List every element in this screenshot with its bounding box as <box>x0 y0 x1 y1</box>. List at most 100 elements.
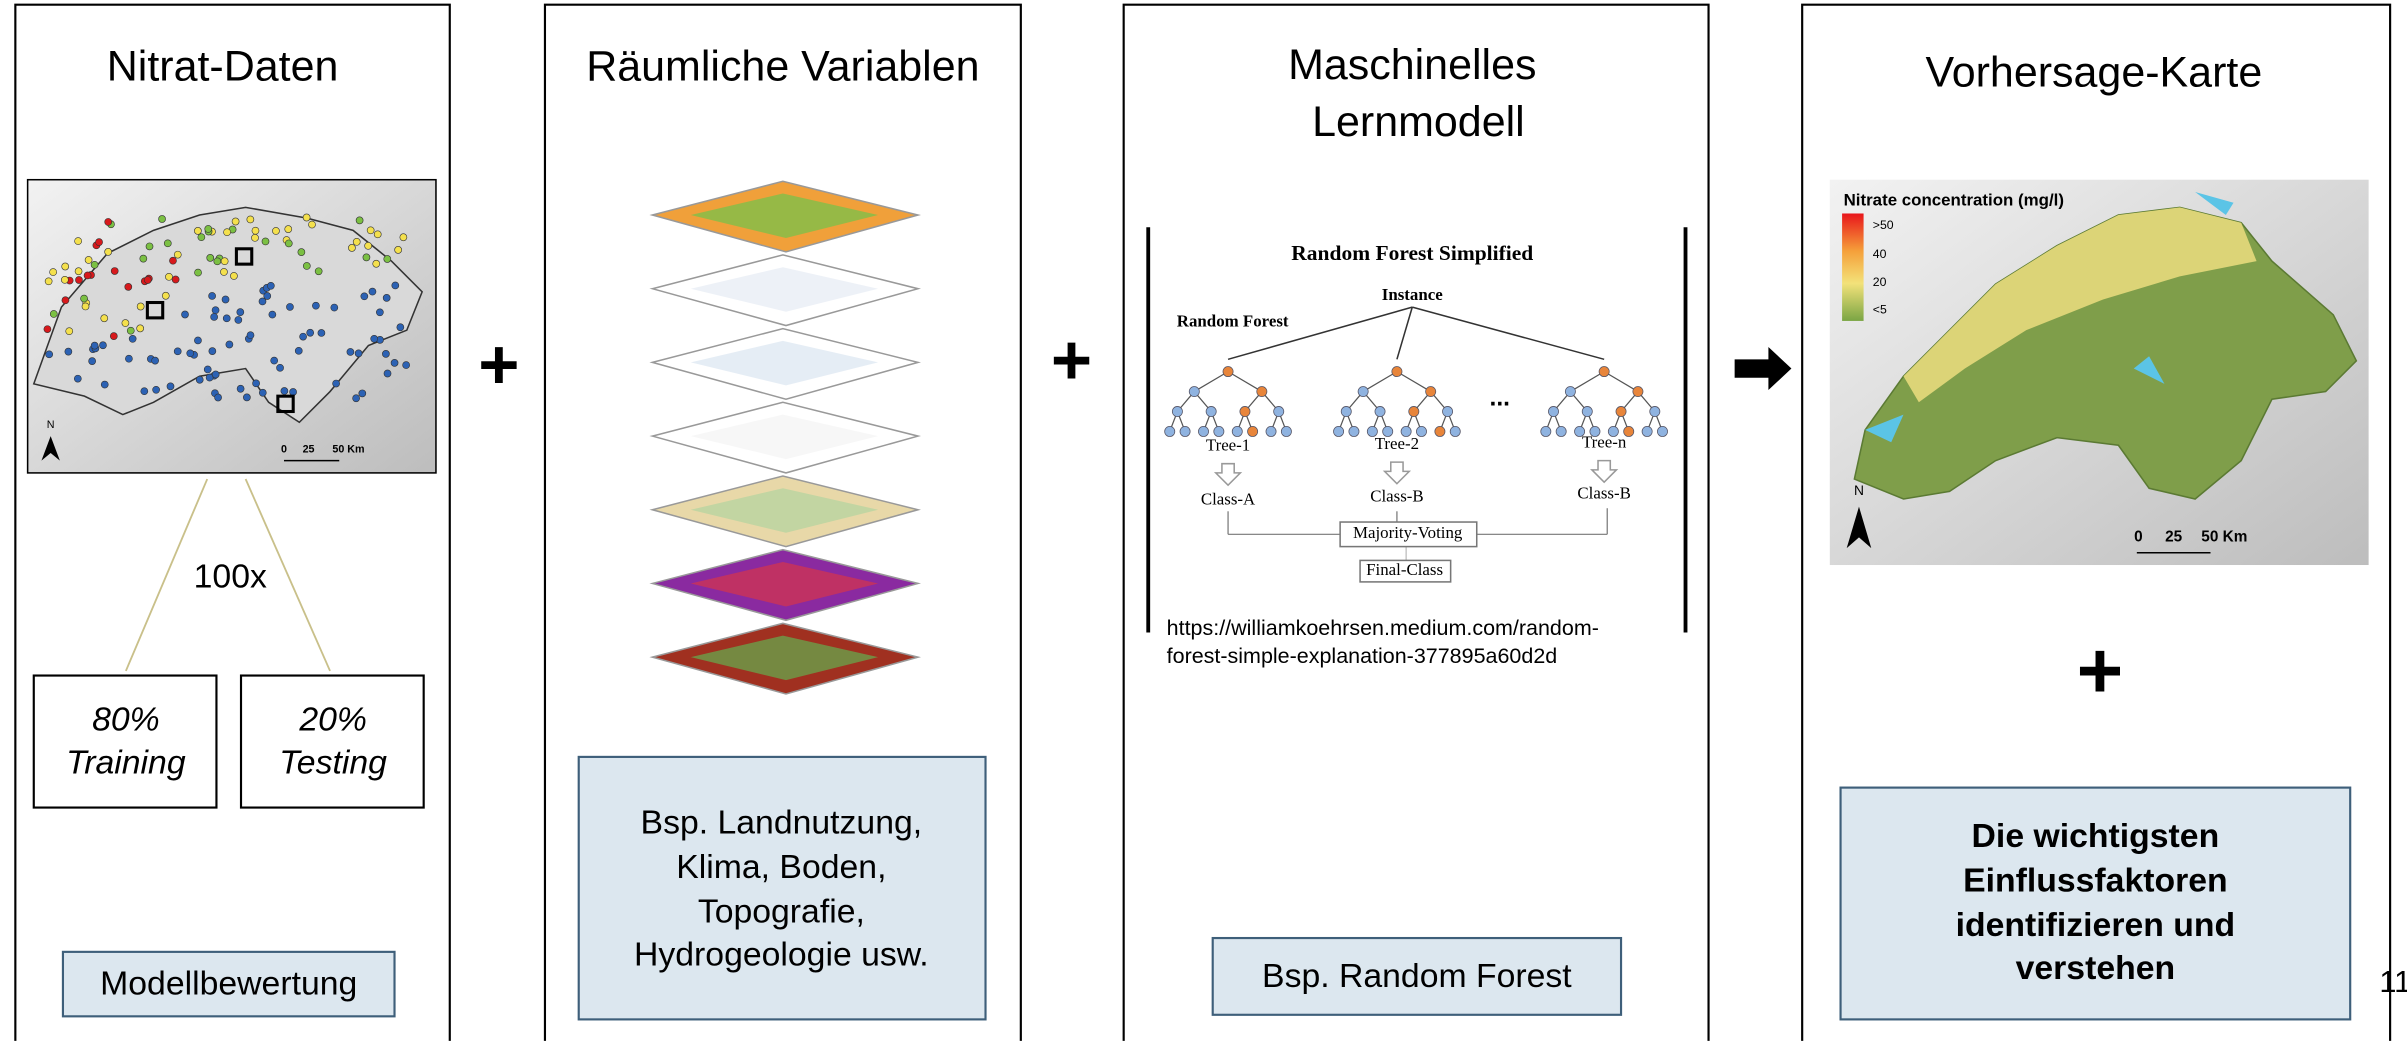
page-number: 11 <box>2379 964 2407 999</box>
tree-node <box>1442 406 1454 417</box>
tree-node <box>1198 426 1209 437</box>
sample-point <box>220 268 228 276</box>
sample-point <box>151 356 159 365</box>
sample-point <box>368 287 377 296</box>
footer-text: verstehen <box>2016 949 2176 987</box>
sample-point <box>354 349 363 358</box>
footer-text: Bsp. Random Forest <box>1262 957 1572 995</box>
split-line <box>125 478 209 672</box>
sample-point <box>208 347 217 355</box>
split-label: Testing <box>279 743 387 781</box>
sample-point <box>74 267 83 276</box>
sample-point <box>195 375 204 384</box>
split-percent: 20% <box>298 701 367 739</box>
tree-node <box>1247 426 1259 437</box>
tree-node <box>1348 426 1360 437</box>
sample-point <box>95 238 103 246</box>
sample-point <box>81 302 90 311</box>
split-label: Training <box>66 743 186 781</box>
tree-edge <box>1227 306 1413 361</box>
sample-point <box>181 310 189 319</box>
tree-node <box>1548 406 1559 417</box>
sample-point <box>302 213 311 222</box>
down-arrow <box>1382 461 1412 485</box>
map-layer-inner <box>690 340 879 386</box>
sample-point <box>43 325 52 333</box>
sample-point <box>99 341 107 350</box>
tree-node <box>1391 366 1403 378</box>
diagram-label: Random Forest <box>1177 311 1289 330</box>
tree-node <box>1280 426 1292 437</box>
repeat-label: 100x <box>194 558 267 596</box>
sample-point <box>74 237 82 245</box>
panel-title: Maschinelles <box>1288 41 1536 89</box>
tree-node <box>1239 406 1251 417</box>
sample-point <box>104 218 113 226</box>
sample-map <box>26 178 437 474</box>
tree-node <box>1408 406 1420 417</box>
sample-point <box>352 238 361 246</box>
sample-point <box>373 230 382 239</box>
map-layer-inner <box>690 414 879 460</box>
sample-point <box>61 262 70 271</box>
sample-point <box>372 259 381 268</box>
tree-node <box>1555 426 1567 437</box>
tree-node <box>1607 426 1619 437</box>
tree-name: Tree-2 <box>1375 434 1419 453</box>
tree-edge <box>1193 371 1229 393</box>
source-link: forest-simple-explanation-377895a60d2d <box>1167 644 1558 668</box>
tree-node <box>1357 386 1369 398</box>
sample-point <box>136 324 145 333</box>
plus-sign: + <box>1051 320 1092 399</box>
sample-point <box>90 260 99 269</box>
sample-point <box>210 313 218 321</box>
sample-point <box>362 253 371 262</box>
tree-node <box>1581 406 1593 417</box>
sample-point <box>289 388 297 396</box>
sample-point <box>203 365 212 374</box>
sample-point <box>139 254 148 263</box>
sample-point <box>197 233 206 242</box>
north-label: N <box>47 419 55 431</box>
panel-title: Räumliche Variablen <box>586 43 979 91</box>
voting-box <box>1339 521 1478 548</box>
sample-point <box>231 217 240 226</box>
tree-node <box>1416 426 1427 437</box>
panel-frame <box>14 3 451 1041</box>
tree-node <box>1540 426 1552 437</box>
map-layer-inner <box>690 488 879 533</box>
tree-node <box>1179 426 1191 437</box>
sample-point <box>145 242 154 251</box>
footer-box <box>1839 786 2352 1021</box>
sample-point <box>61 296 70 305</box>
diagram-instance: Instance <box>1382 285 1443 304</box>
sample-point <box>136 302 145 311</box>
split-percent: 80% <box>92 701 160 739</box>
sample-point <box>64 347 73 356</box>
sample-point <box>383 255 392 263</box>
tree-node <box>1649 406 1661 417</box>
sample-point <box>272 227 280 235</box>
sample-point <box>251 226 260 235</box>
sample-point <box>246 331 255 340</box>
sample-point <box>173 347 182 356</box>
sample-point <box>370 334 379 343</box>
scale-label: 50 Km <box>2201 528 2247 545</box>
sample-point <box>161 291 170 300</box>
sample-point <box>60 275 69 284</box>
map-layer-inner <box>690 193 879 239</box>
sample-point <box>358 389 367 398</box>
sample-point <box>382 350 390 358</box>
footer-text: Bsp. Landnutzung, <box>641 803 923 841</box>
sample-point <box>165 273 173 281</box>
sample-point <box>205 373 214 382</box>
sample-point <box>214 393 222 402</box>
sample-point <box>163 239 172 248</box>
footer-text: identifizieren und <box>1956 906 2236 944</box>
plus-sign: + <box>2077 626 2124 715</box>
footer-text: Hydrogeologie usw. <box>634 935 929 973</box>
sample-point <box>100 380 109 389</box>
legend-label: >50 <box>1873 218 1894 232</box>
tree-name: Tree-n <box>1582 433 1627 452</box>
sample-point <box>394 246 402 254</box>
